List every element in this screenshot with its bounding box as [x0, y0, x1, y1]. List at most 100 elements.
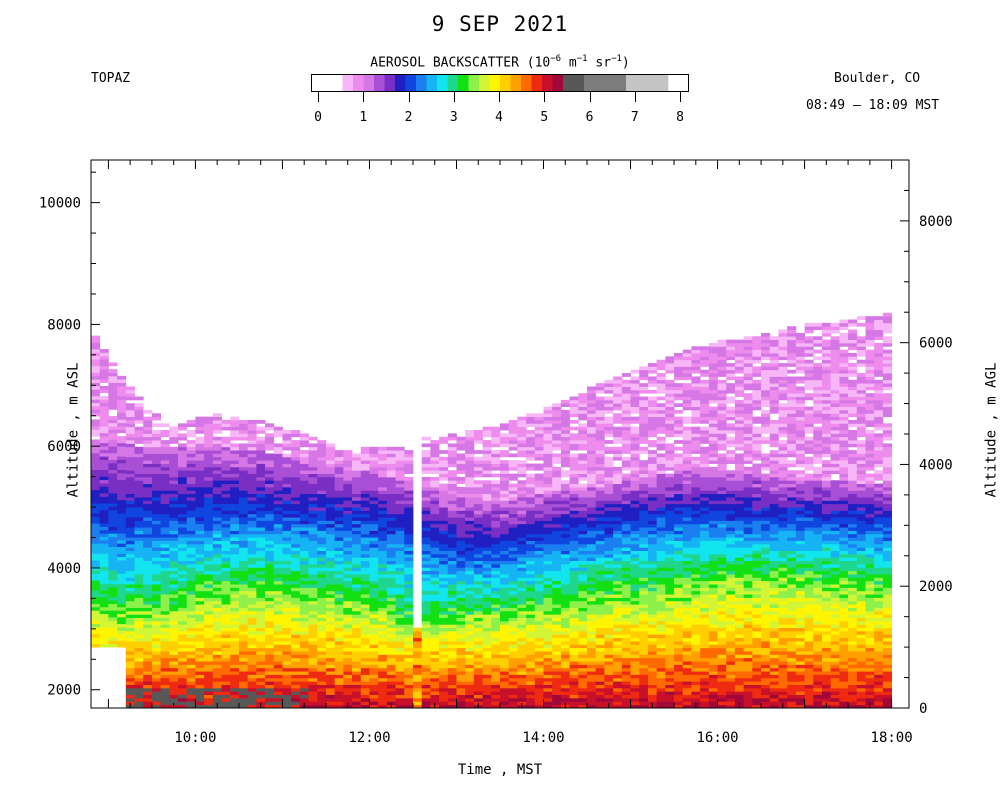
heatmap-cell-3307 — [439, 490, 449, 495]
heatmap-cell-4405 — [560, 694, 571, 699]
heatmap-cell-3112 — [421, 617, 431, 622]
heatmap-cell-1201 — [204, 426, 214, 431]
heatmap-cell-3139 — [421, 527, 431, 531]
heatmap-cell-3471 — [456, 460, 466, 464]
heatmap-cell-4383 — [552, 470, 562, 474]
heatmap-cell-466 — [134, 600, 144, 605]
heatmap-cell-524 — [134, 396, 144, 401]
heatmap-cell-3762 — [491, 570, 501, 575]
heatmap-cell-2999 — [404, 661, 414, 665]
heatmap-cell-1405 — [230, 607, 240, 612]
heatmap-cell-3233 — [430, 470, 440, 474]
heatmap-cell-2593 — [352, 460, 362, 464]
heatmap-cell-3006 — [404, 637, 414, 642]
heatmap-cell-2789 — [378, 580, 388, 585]
heatmap-cell-2613 — [360, 647, 370, 652]
heatmap-cell-1328 — [221, 584, 231, 588]
heatmap-cell-179 — [108, 640, 118, 645]
heatmap-cell-205 — [108, 553, 118, 558]
heatmap-cell-738 — [160, 574, 170, 578]
heatmap-cell-254 — [108, 382, 118, 387]
heatmap-cell-2239 — [317, 597, 327, 602]
heatmap-cell-383 — [125, 560, 135, 565]
heatmap-cell-153 — [99, 436, 109, 440]
heatmap-cell-2446 — [343, 694, 353, 699]
heatmap-cell-1588 — [247, 567, 257, 572]
heatmap-cell-4011 — [517, 557, 527, 562]
heatmap-cell-8 — [91, 616, 101, 621]
heatmap-cell-4519 — [569, 610, 579, 615]
heatmap-cell-3977 — [517, 671, 527, 675]
heatmap-cell-475 — [134, 570, 144, 575]
heatmap-cell-4360 — [552, 547, 562, 552]
heatmap-cell-4058 — [526, 684, 536, 689]
heatmap-cell-2877 — [386, 547, 396, 552]
heatmap-cell-4599 — [578, 641, 588, 645]
heatmap-cell-467 — [134, 597, 144, 602]
heatmap-cell-3583 — [473, 630, 483, 635]
heatmap-cell-4216 — [534, 433, 544, 438]
heatmap-cell-1079 — [195, 547, 205, 552]
heatmap-cell-2450 — [343, 681, 353, 685]
heatmap-cell-4461 — [560, 507, 571, 511]
heatmap-cell-1310 — [221, 644, 231, 649]
heatmap-cell-2360 — [325, 460, 336, 464]
heatmap-cell-1500 — [238, 577, 249, 582]
heatmap-cell-2901 — [386, 466, 396, 471]
heatmap-cell-348 — [125, 677, 135, 682]
heatmap-cell-2539 — [352, 641, 362, 645]
heatmap-cell-2139 — [308, 664, 318, 669]
heatmap-cell-2269 — [317, 497, 327, 501]
heatmap-cell-3182 — [430, 644, 440, 649]
heatmap-cell-2000 — [291, 584, 301, 588]
heatmap-cell-406 — [125, 483, 135, 488]
heatmap-cell-3103 — [421, 647, 431, 652]
heatmap-cell-1474 — [238, 664, 249, 669]
heatmap-cell-201 — [108, 566, 118, 571]
heatmap-cell-2689 — [369, 654, 379, 659]
heatmap-cell-2424 — [334, 510, 344, 515]
heatmap-cell-2469 — [343, 617, 353, 622]
heatmap-cell-4522 — [569, 600, 579, 605]
heatmap-cell-183 — [108, 627, 118, 631]
heatmap-cell-597 — [143, 463, 153, 468]
heatmap-cell-3564 — [473, 694, 483, 699]
heatmap-cell-187 — [108, 613, 118, 618]
heatmap-cell-3559 — [465, 433, 475, 438]
heatmap-cell-1188 — [204, 470, 214, 474]
heatmap-cell-1489 — [238, 614, 249, 618]
heatmap-cell-2854 — [386, 624, 396, 629]
colorbar-tick-label-2: 2 — [404, 110, 413, 125]
heatmap-cell-2989 — [404, 694, 414, 699]
heatmap-cell-1444 — [230, 476, 240, 481]
heatmap-cell-2172 — [308, 553, 318, 558]
heatmap-cell-4379 — [552, 483, 562, 488]
heatmap-cell-2247 — [317, 570, 327, 575]
heatmap-cell-4831 — [595, 490, 605, 495]
heatmap-cell-3882 — [500, 433, 510, 438]
heatmap-cell-2873 — [386, 560, 396, 565]
heatmap-cell-967 — [186, 641, 196, 645]
heatmap-cell-1287 — [212, 426, 222, 431]
heatmap-cell-1408 — [230, 597, 240, 602]
heatmap-cell-2807 — [378, 520, 388, 525]
heatmap-cell-3374 — [447, 523, 457, 528]
heatmap-cell-2133 — [308, 684, 318, 689]
heatmap-cell-4646 — [578, 483, 588, 488]
heatmap-cell-2844 — [386, 657, 396, 662]
heatmap-cell-2318 — [325, 600, 336, 605]
heatmap-cell-2631 — [360, 587, 370, 592]
heatmap-cell-457 — [134, 630, 144, 635]
heatmap-cell-4505 — [569, 657, 579, 662]
colorbar-segment-2 — [353, 75, 364, 91]
heatmap-cell-789 — [169, 681, 179, 685]
heatmap-cell-4489 — [560, 403, 571, 407]
heatmap-cell-1075 — [195, 560, 205, 565]
heatmap-cell-4686 — [587, 654, 597, 659]
heatmap-cell-3343 — [447, 627, 457, 632]
heatmap-cell-26 — [91, 556, 101, 561]
heatmap-cell-718 — [160, 641, 170, 645]
heatmap-cell-4110 — [526, 510, 536, 515]
heatmap-cell-725 — [160, 617, 170, 622]
heatmap-cell-4455 — [560, 527, 571, 531]
